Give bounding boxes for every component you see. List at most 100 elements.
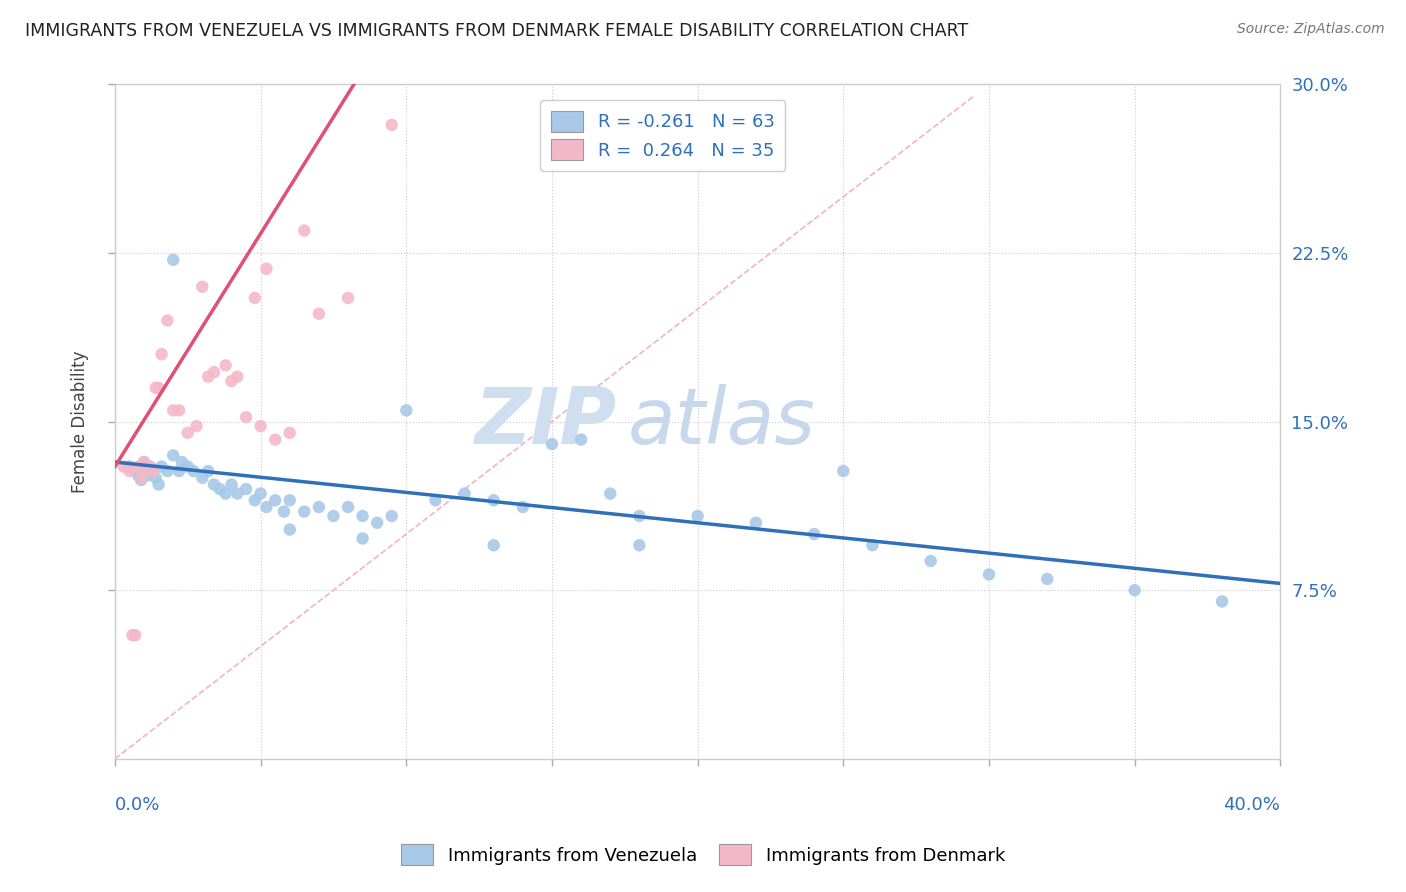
Point [136,468,159,483]
Point [177,425,200,440]
Point [512,500,534,514]
Point [202,477,225,491]
Point [243,493,266,508]
Point [183,464,205,478]
Point [1123,583,1146,598]
Point [235,410,257,425]
Point [132,464,155,478]
Point [221,477,243,491]
Point [150,459,173,474]
Point [292,223,315,237]
Point [243,291,266,305]
Point [124,628,146,642]
Point [599,486,621,500]
Point [977,567,1000,582]
Point [235,482,257,496]
Point [127,459,149,474]
Point [139,459,162,474]
Y-axis label: Female Disability: Female Disability [72,351,89,493]
Point [112,459,135,474]
Point [628,538,651,552]
Point [139,459,162,474]
Point [395,403,418,417]
Point [278,493,301,508]
Point [745,516,768,530]
Point [1036,572,1059,586]
Point [352,508,374,523]
Point [197,369,219,384]
Text: ZIP: ZIP [474,384,616,459]
Text: atlas: atlas [627,384,815,459]
Point [366,516,388,530]
Point [167,403,190,417]
Point [132,455,155,469]
Point [156,464,179,478]
Point [381,118,404,132]
Text: 40.0%: 40.0% [1223,796,1281,814]
Legend: Immigrants from Venezuela, Immigrants from Denmark: Immigrants from Venezuela, Immigrants fr… [394,837,1012,872]
Point [628,508,651,523]
Point [337,291,360,305]
Point [920,554,942,568]
Point [862,538,884,552]
Point [686,508,709,523]
Point [162,403,184,417]
Point [191,471,214,485]
Point [381,508,404,523]
Point [1211,594,1233,608]
Point [221,374,243,388]
Point [162,252,184,267]
Point [202,365,225,379]
Point [186,419,208,434]
Point [352,532,374,546]
Point [148,477,170,491]
Point [832,464,855,478]
Point [292,504,315,518]
Point [482,493,505,508]
Point [214,359,236,373]
Point [121,628,143,642]
Point [118,464,141,478]
Point [226,486,249,500]
Point [226,369,249,384]
Point [191,279,214,293]
Point [145,471,167,485]
Point [162,448,184,462]
Point [482,538,505,552]
Text: IMMIGRANTS FROM VENEZUELA VS IMMIGRANTS FROM DENMARK FEMALE DISABILITY CORRELATI: IMMIGRANTS FROM VENEZUELA VS IMMIGRANTS … [25,22,969,40]
Point [249,419,271,434]
Point [177,459,200,474]
Point [127,468,149,483]
Point [214,486,236,500]
Point [254,500,277,514]
Point [425,493,447,508]
Point [249,486,271,500]
Point [541,437,564,451]
Point [142,464,165,478]
Point [145,381,167,395]
Point [118,459,141,474]
Point [132,455,155,469]
Point [142,464,165,478]
Point [453,486,475,500]
Point [278,425,301,440]
Point [278,523,301,537]
Point [118,459,141,474]
Point [273,504,295,518]
Point [308,500,330,514]
Point [569,433,592,447]
Point [167,464,190,478]
Point [129,473,152,487]
Point [803,527,825,541]
Point [308,307,330,321]
Point [264,433,287,447]
Point [208,482,231,496]
Point [129,471,152,485]
Point [337,500,360,514]
Point [150,347,173,361]
Point [124,464,146,478]
Text: 0.0%: 0.0% [115,796,160,814]
Point [148,381,170,395]
Point [156,313,179,327]
Point [264,493,287,508]
